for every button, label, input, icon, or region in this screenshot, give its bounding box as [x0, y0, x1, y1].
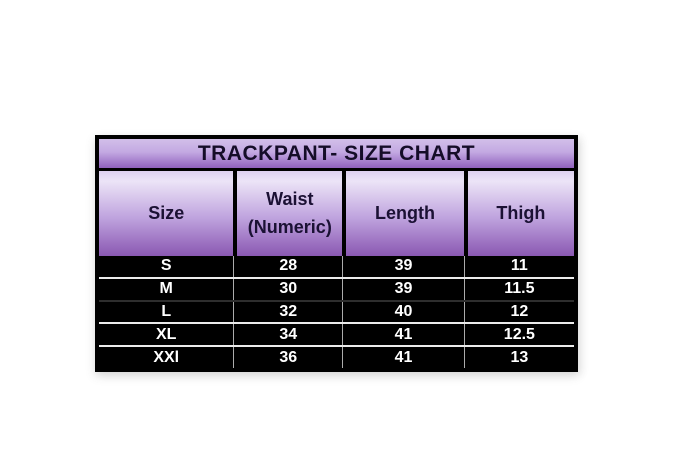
- column-header-waist: Waist (Numeric): [233, 171, 342, 256]
- cell-waist: 30: [233, 278, 342, 300]
- cell-thigh: 12.5: [463, 324, 574, 346]
- cell-length: 40: [342, 301, 464, 323]
- table-header-row: Size Waist (Numeric) Length Thigh: [99, 171, 574, 256]
- table-title-bar: TRACKPANT- SIZE CHART: [99, 139, 574, 171]
- column-header-thigh: Thigh: [463, 171, 574, 256]
- table-row-l: L 32 40 12: [99, 299, 574, 323]
- cell-length: 39: [342, 278, 464, 300]
- cell-waist: 36: [233, 347, 342, 368]
- column-header-length: Length: [342, 171, 464, 256]
- cell-size: S: [160, 257, 172, 275]
- table-row-xxl: XXl 36 41 13: [99, 345, 574, 368]
- table-row-s: S 28 39 11: [99, 256, 574, 277]
- cell-thigh: 13: [463, 347, 574, 368]
- cell-size: XL: [155, 325, 177, 343]
- cell-waist: 34: [233, 324, 342, 346]
- cell-length: 41: [342, 324, 464, 346]
- cell-length: 39: [342, 256, 464, 277]
- size-chart-table: TRACKPANT- SIZE CHART Size Waist (Numeri…: [95, 135, 578, 372]
- cell-size: XXl: [153, 348, 180, 366]
- cell-length: 41: [342, 347, 464, 368]
- table-body: S 28 39 11 M 30 39 11.5 L 32 40 12 XL 34…: [99, 256, 574, 368]
- cell-waist: 32: [233, 301, 342, 323]
- table-title: TRACKPANT- SIZE CHART: [197, 141, 476, 165]
- column-header-size: Size: [148, 202, 185, 223]
- cell-thigh: 11.5: [463, 278, 574, 300]
- table-row-xl: XL 34 41 12.5: [99, 322, 574, 346]
- cell-thigh: 11: [463, 256, 574, 277]
- cell-size: M: [159, 280, 173, 298]
- cell-thigh: 12: [463, 301, 574, 323]
- cell-waist: 28: [233, 256, 342, 277]
- table-row-m: M 30 39 11.5: [99, 276, 574, 300]
- cell-size: L: [161, 302, 172, 320]
